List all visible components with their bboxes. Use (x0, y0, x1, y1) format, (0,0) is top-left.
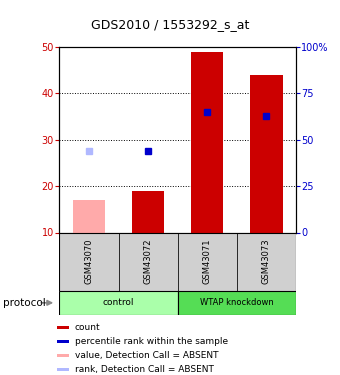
Text: protocol: protocol (3, 298, 46, 308)
Text: count: count (75, 323, 100, 332)
Bar (237, 232, 296, 291)
Bar (191, 51, 223, 232)
Text: GSM43070: GSM43070 (85, 239, 94, 284)
Bar (73, 200, 105, 232)
Bar (57, 340, 69, 343)
Bar (132, 191, 164, 232)
Bar (250, 75, 283, 232)
Text: percentile rank within the sample: percentile rank within the sample (75, 337, 228, 346)
Text: WTAP knockdown: WTAP knockdown (200, 298, 274, 307)
Text: GSM43072: GSM43072 (143, 239, 153, 284)
Bar (59, 291, 177, 315)
Text: GSM43071: GSM43071 (203, 239, 212, 284)
Bar (119, 232, 177, 291)
Bar (177, 232, 237, 291)
Bar (57, 354, 69, 357)
Text: rank, Detection Call = ABSENT: rank, Detection Call = ABSENT (75, 364, 214, 374)
Bar (57, 326, 69, 329)
Text: control: control (103, 298, 134, 307)
Text: GSM43073: GSM43073 (262, 239, 271, 284)
Text: GDS2010 / 1553292_s_at: GDS2010 / 1553292_s_at (91, 18, 249, 31)
Bar (59, 232, 119, 291)
Bar (177, 291, 296, 315)
Bar (57, 368, 69, 371)
Text: value, Detection Call = ABSENT: value, Detection Call = ABSENT (75, 351, 218, 360)
